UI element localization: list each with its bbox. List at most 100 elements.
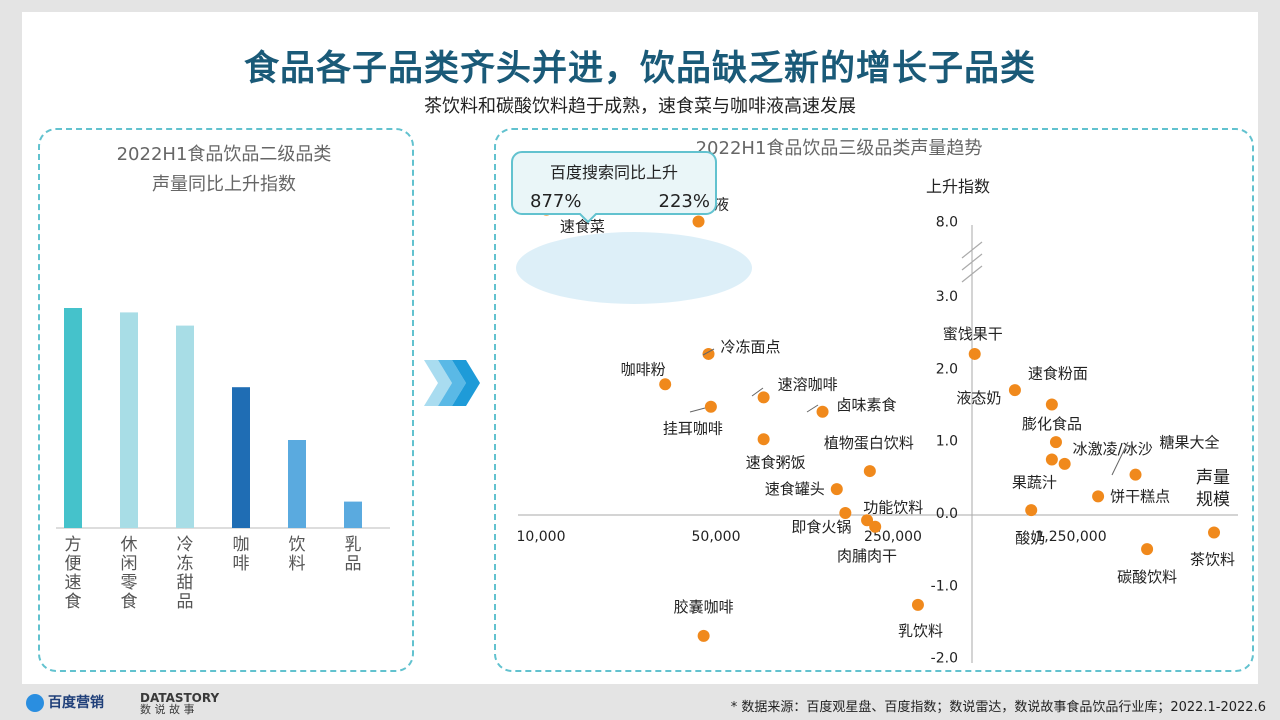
scatter-point — [830, 483, 843, 496]
scatter-point-label: 碳酸饮料 — [1117, 568, 1177, 586]
label-leader-line — [806, 404, 819, 413]
scatter-point — [1092, 490, 1105, 503]
scatter-point-label: 卤味素食 — [837, 396, 897, 414]
bar-category-label: 咖啡 — [233, 535, 250, 574]
scatter-point-label: 酸奶 — [1015, 529, 1045, 547]
y-tick-label: 2.0 — [936, 361, 958, 377]
bar-chart-title-line2: 声量同比上升指数 — [152, 174, 296, 195]
scatter-point-label: 茶饮料 — [1190, 551, 1235, 569]
page-title: 食品各子品类齐头并进，饮品缺乏新的增长子品类 — [243, 49, 1036, 89]
scatter-point — [692, 215, 705, 228]
scatter-point — [1129, 468, 1142, 481]
label-leader-line — [702, 348, 715, 356]
scatter-point-label: 饼干糕点 — [1110, 487, 1170, 505]
scatter-point — [702, 347, 715, 360]
scatter-point — [704, 400, 717, 413]
bar-category-label: 乳品 — [345, 535, 362, 574]
scatter-point — [757, 433, 770, 446]
scatter-chart-title: 2022H1食品饮品三级品类声量趋势 — [695, 138, 983, 159]
axis-break-mark — [961, 253, 983, 271]
callout-value-1: 877% — [530, 191, 581, 212]
scatter-point — [1208, 526, 1221, 539]
scatter-point-label: 速食粥饭 — [746, 453, 806, 471]
bar-3 — [232, 387, 250, 528]
scatter-point-label: 速食粉面 — [1028, 365, 1088, 383]
y-axis-title: 上升指数 — [926, 177, 990, 196]
x-axis-title: 声量规模 — [1196, 468, 1230, 510]
scatter-point — [659, 378, 672, 391]
search-growth-callout — [511, 151, 717, 224]
scatter-point-label: 冷冻面点 — [721, 338, 781, 356]
scatter-point-label: 挂耳咖啡 — [663, 420, 723, 438]
y-tick-label: 8.0 — [936, 215, 958, 231]
bar-0 — [64, 308, 82, 528]
datastory-logo: DATASTORY 数 说 故 事 — [140, 692, 219, 716]
y-tick-label: -2.0 — [931, 651, 958, 667]
scatter-point — [869, 520, 882, 533]
scatter-point-label: 乳饮料 — [898, 622, 943, 640]
scatter-point — [1058, 457, 1071, 470]
page-subtitle: 茶饮料和碳酸饮料趋于成熟，速食菜与咖啡液高速发展 — [424, 96, 856, 117]
bar-5 — [344, 501, 362, 528]
x-tick-label: 250,000 — [864, 529, 922, 545]
scatter-point — [861, 514, 874, 527]
scatter-point-label: 膨化食品 — [1022, 415, 1082, 433]
scatter-point — [757, 391, 770, 404]
scatter-point — [1049, 436, 1062, 449]
bar-1 — [120, 312, 138, 528]
label-leader-line — [689, 407, 706, 413]
y-tick-label: -1.0 — [931, 578, 958, 594]
scatter-point — [1008, 384, 1021, 397]
scatter-point-label: 速溶咖啡 — [778, 375, 838, 393]
scatter-point — [863, 465, 876, 478]
scatter-point — [839, 507, 852, 519]
y-tick-label: 1.0 — [936, 434, 958, 450]
highlight-ellipse — [516, 232, 752, 304]
scatter-point — [968, 347, 981, 360]
y-tick-label: 3.0 — [936, 289, 958, 305]
label-leader-line — [1111, 441, 1129, 476]
scatter-point-label: 速食罐头 — [765, 480, 825, 498]
bar-chart-panel — [38, 128, 414, 672]
scatter-point-label: 植物蛋白饮料 — [824, 434, 914, 452]
scatter-point — [1141, 543, 1154, 556]
scatter-point — [816, 405, 829, 418]
scatter-point-label: 咖啡粉 — [621, 360, 666, 378]
scatter-point — [1045, 398, 1058, 411]
label-leader-line — [751, 387, 764, 397]
scatter-point-label: 蜜饯果干 — [943, 325, 1003, 343]
scatter-point-label: 速食菜 — [560, 218, 605, 236]
bar-category-label: 冷冻甜品 — [177, 535, 194, 612]
paw-icon — [26, 694, 44, 712]
scatter-point — [697, 629, 710, 642]
data-source-note: * 数据来源：百度观星盘、百度指数；数说雷达，数说故事食品饮品行业库；2022.… — [730, 700, 1266, 715]
axis-break-mark — [961, 241, 983, 259]
scatter-point-label: 即食火锅 — [791, 518, 851, 536]
bar-4 — [288, 440, 306, 528]
bar-category-label: 饮料 — [289, 535, 306, 574]
bar-chart-title-line1: 2022H1食品饮品二级品类 — [116, 144, 332, 165]
scatter-point-label: 果蔬汁 — [1012, 473, 1057, 491]
x-tick-label: 1,250,000 — [1035, 529, 1106, 545]
scatter-point-label: 胶囊咖啡 — [674, 598, 734, 616]
bar-category-label: 方便速食 — [65, 535, 82, 612]
bar-chart-title: 2022H1食品饮品二级品类 声量同比上升指数 — [38, 140, 410, 200]
bar-category-label: 休闲零食 — [121, 535, 138, 612]
x-tick-label: 10,000 — [517, 529, 566, 545]
baidu-marketing-logo: 百度营销 — [26, 692, 104, 712]
y-tick-label: 0.0 — [936, 506, 958, 522]
bar-2 — [176, 325, 194, 528]
scatter-point-label: 冰激凌/冰沙 — [1073, 440, 1153, 458]
chevron-right-icon — [424, 360, 480, 406]
scatter-point — [1025, 504, 1038, 517]
scatter-point — [1045, 453, 1058, 466]
datastory-logo-text: DATASTORY — [140, 691, 220, 705]
scatter-point-label: 糖果大全 — [1160, 434, 1220, 452]
callout-title: 百度搜索同比上升 — [550, 163, 678, 182]
scatter-point-label: 液态奶 — [956, 389, 1001, 407]
scatter-chart-panel — [494, 128, 1254, 672]
callout-value-2: 223% — [659, 191, 710, 212]
x-tick-label: 50,000 — [692, 529, 741, 545]
